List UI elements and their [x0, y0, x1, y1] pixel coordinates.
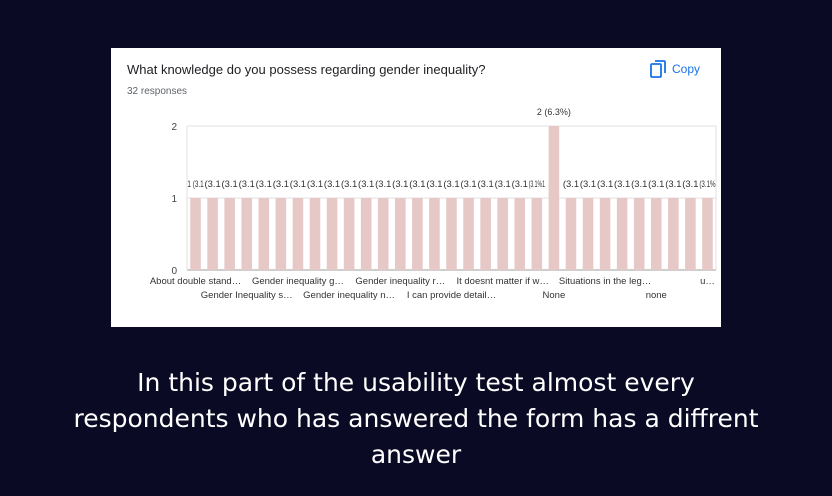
data-label: (3.1	[597, 179, 613, 189]
slide-caption: In this part of the usability test almos…	[73, 368, 759, 469]
bar	[480, 198, 491, 270]
bar	[616, 198, 628, 270]
bar	[292, 198, 304, 270]
data-label: (3.1	[307, 179, 323, 189]
bar	[343, 198, 355, 270]
bar	[224, 198, 235, 270]
bar	[650, 198, 662, 270]
bar	[582, 198, 594, 270]
data-label: (3.1	[614, 179, 630, 189]
bar	[429, 198, 440, 270]
data-label: (3.1	[682, 179, 698, 189]
copy-icon	[650, 60, 666, 78]
data-label: (3.1	[512, 179, 528, 189]
bar	[702, 198, 713, 270]
category-label: u…	[700, 276, 715, 287]
data-label: (3.1	[392, 179, 408, 189]
y-tick-label: 2	[171, 122, 177, 133]
data-label: (3.1	[478, 179, 494, 189]
data-label: (3.1	[631, 179, 647, 189]
data-label: 2 (6.3%)	[537, 107, 571, 117]
y-tick-label: 1	[171, 194, 177, 205]
data-label: (3.1	[375, 179, 391, 189]
data-label: (3.1	[341, 179, 357, 189]
bar	[497, 198, 508, 270]
bar	[633, 198, 645, 270]
category-label: None	[543, 290, 566, 301]
data-label: (3.1	[563, 179, 579, 189]
bar	[446, 198, 457, 270]
data-label: (3.1	[426, 179, 442, 189]
response-count: 32 responses	[127, 86, 188, 97]
copy-label: Copy	[672, 62, 701, 76]
bar	[190, 198, 201, 270]
data-label: (3.1	[324, 179, 340, 189]
category-label: Gender Inequality s…	[201, 290, 293, 301]
bar	[548, 126, 560, 270]
data-label: (3.1	[460, 179, 476, 189]
data-label: (3.1%1	[529, 179, 545, 189]
bar	[258, 198, 270, 270]
data-label: (3.1	[648, 179, 664, 189]
category-label: Gender inequality g…	[252, 276, 344, 287]
bar	[685, 198, 696, 270]
bar	[360, 198, 372, 270]
bar	[377, 198, 389, 270]
bar	[241, 198, 253, 270]
bar	[207, 198, 218, 270]
bar	[565, 198, 577, 270]
data-label: (3.1	[409, 179, 425, 189]
bar	[275, 198, 287, 270]
bar	[599, 198, 611, 270]
bar	[326, 198, 338, 270]
bar	[309, 198, 321, 270]
data-label: (3.1%	[699, 179, 715, 189]
data-label: (3.1	[290, 179, 306, 189]
bar	[514, 198, 526, 270]
data-label: (3.1	[239, 179, 255, 189]
data-label: (3.1	[665, 179, 681, 189]
data-label: 1 (3.1	[187, 179, 203, 189]
copy-button[interactable]: Copy	[650, 59, 700, 79]
bar	[668, 198, 679, 270]
data-label: (3.1	[204, 179, 220, 189]
bar	[463, 198, 474, 270]
data-label: (3.1	[580, 179, 596, 189]
bar	[412, 198, 423, 270]
category-label: It doesnt matter if w…	[456, 276, 548, 287]
question-title: What knowledge do you possess regarding …	[127, 62, 486, 77]
category-label: Gender inequality n…	[303, 290, 395, 301]
data-label: (3.1	[443, 179, 459, 189]
category-label: About double stand…	[150, 276, 241, 287]
data-label: (3.1	[495, 179, 511, 189]
bar	[395, 198, 406, 270]
y-tick-label: 0	[171, 266, 177, 277]
data-label: (3.1	[358, 179, 374, 189]
category-label: none	[646, 290, 667, 301]
category-label: Situations in the leg…	[559, 276, 651, 287]
bar	[531, 198, 543, 270]
data-label: (3.1	[256, 179, 272, 189]
data-label: (3.1	[222, 179, 238, 189]
category-label: Gender inequality r…	[355, 276, 445, 287]
data-label: (3.1	[273, 179, 289, 189]
category-label: I can provide detail…	[407, 290, 496, 301]
